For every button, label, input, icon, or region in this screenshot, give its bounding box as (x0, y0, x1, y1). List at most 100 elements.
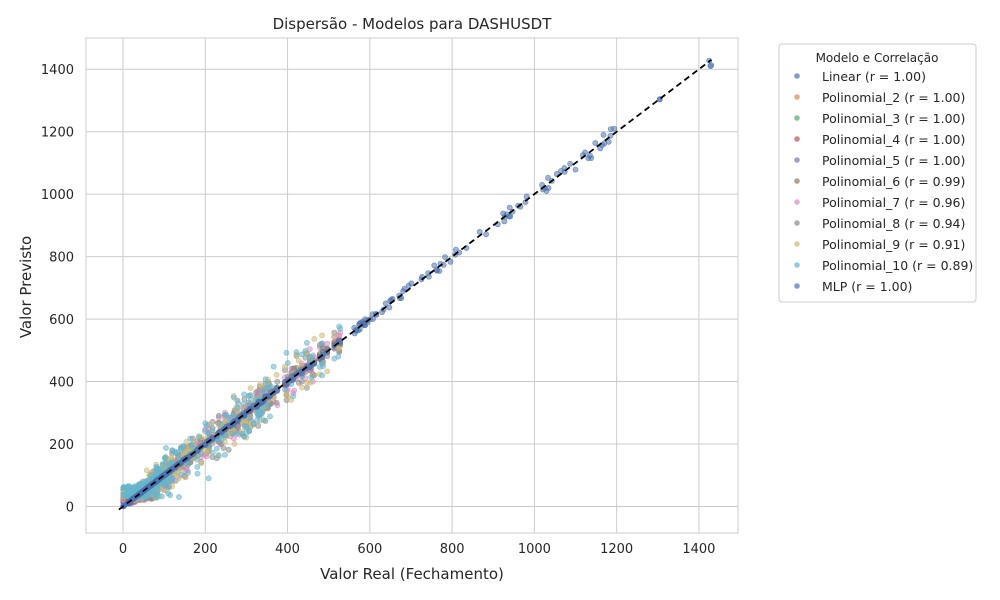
x-axis-label: Valor Real (Fechamento) (320, 565, 504, 583)
data-point (258, 411, 265, 417)
data-point (309, 352, 316, 359)
data-point (198, 460, 205, 467)
data-point (262, 385, 268, 392)
y-tick-label: 1400 (41, 63, 74, 78)
data-point (231, 440, 238, 447)
data-point (592, 140, 599, 146)
data-point (233, 431, 240, 437)
data-point (601, 140, 608, 147)
data-point (225, 446, 232, 453)
data-point (209, 427, 216, 433)
data-point (447, 258, 454, 265)
data-point (293, 349, 300, 356)
data-point (506, 204, 513, 211)
legend-marker (794, 220, 800, 226)
data-point (153, 494, 160, 501)
data-point (299, 384, 305, 391)
y-axis-label: Valor Previsto (17, 236, 35, 338)
data-point (298, 378, 305, 385)
x-tick-label: 1000 (518, 542, 551, 557)
data-point (324, 368, 331, 375)
legend-marker (794, 115, 800, 121)
legend-marker (794, 199, 800, 205)
legend-entry: Polinomial_10 (r = 0.89) (822, 258, 973, 273)
data-point (247, 385, 254, 391)
data-point (382, 300, 389, 307)
data-point (324, 340, 331, 347)
data-point (165, 490, 172, 497)
data-point (319, 332, 325, 339)
data-point (335, 353, 342, 360)
data-point (169, 447, 176, 453)
legend-marker (794, 94, 800, 100)
data-point (167, 477, 174, 484)
data-point (501, 218, 508, 225)
data-point (137, 481, 144, 488)
data-point (241, 391, 247, 398)
legend-frame (778, 43, 977, 303)
x-tick-label: 800 (440, 542, 465, 557)
legend: Modelo e Correlação Linear (r = 1.00) Pol… (778, 43, 977, 303)
legend-entry: Polinomial_3 (r = 1.00) (822, 111, 965, 126)
legend-entry: Polinomial_6 (r = 0.99) (822, 174, 965, 189)
data-point (303, 339, 310, 346)
data-point (302, 347, 309, 354)
y-tick-label: 0 (66, 500, 74, 515)
data-point (262, 376, 269, 383)
grid-lines (86, 38, 738, 533)
data-point (215, 452, 222, 459)
data-point (331, 333, 338, 339)
data-point (283, 349, 290, 356)
legend-entry: Polinomial_7 (r = 0.96) (822, 195, 965, 210)
data-point (708, 62, 715, 69)
y-tick-label: 400 (49, 376, 74, 391)
data-point (239, 430, 245, 437)
data-point (120, 491, 127, 498)
data-point (386, 304, 393, 311)
legend-entry: Polinomial_2 (r = 1.00) (822, 90, 965, 105)
data-point (267, 413, 273, 420)
data-point (234, 405, 241, 411)
data-point (319, 361, 326, 367)
data-point (273, 399, 280, 406)
data-point (162, 459, 169, 466)
data-point (184, 469, 191, 476)
data-point (162, 454, 169, 460)
data-point (149, 489, 156, 495)
data-point (587, 152, 593, 159)
data-point (243, 429, 250, 436)
legend-entry: Polinomial_9 (r = 0.91) (822, 237, 965, 252)
data-point (215, 412, 222, 419)
data-point (290, 393, 297, 400)
data-point (187, 435, 194, 442)
data-point (483, 231, 489, 238)
legend-marker (794, 73, 800, 79)
data-point (273, 371, 280, 378)
x-tick-label: 600 (357, 542, 382, 557)
data-point (141, 493, 148, 500)
data-point (311, 335, 318, 342)
data-point (260, 417, 267, 423)
data-point (284, 360, 291, 366)
data-point (318, 340, 325, 347)
data-point (442, 254, 448, 260)
x-tick-label: 0 (119, 542, 127, 557)
data-point (246, 414, 253, 421)
y-tick-label: 200 (49, 438, 74, 453)
data-point (169, 459, 176, 466)
data-point (213, 445, 220, 452)
data-point (405, 282, 412, 289)
data-point (295, 357, 302, 364)
y-axis-ticks: 0 200 400 600 800 1000 1200 1400 (41, 63, 74, 515)
plot-frame (85, 37, 739, 534)
data-point (611, 125, 618, 132)
x-axis-ticks: 0 200 400 600 800 1000 1200 1400 (119, 542, 716, 557)
x-tick-label: 200 (193, 542, 218, 557)
data-point (298, 351, 305, 358)
data-point (230, 394, 237, 401)
data-point (319, 372, 325, 379)
data-point (250, 420, 257, 426)
data-point (178, 471, 185, 478)
legend-marker (794, 136, 800, 142)
